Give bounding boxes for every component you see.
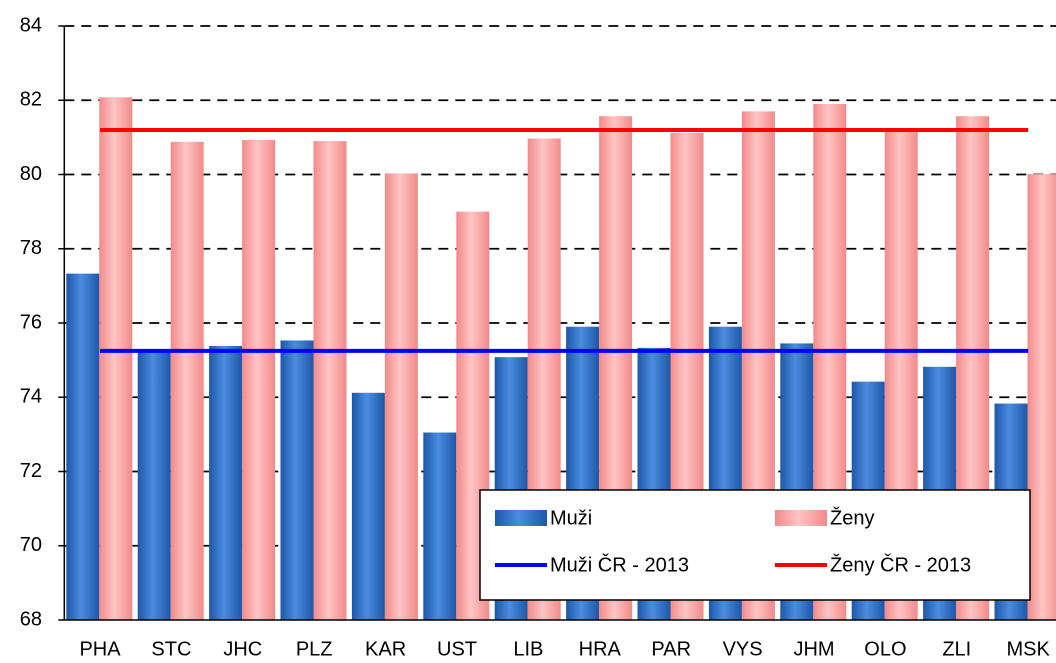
axes: 68 70 72 74 76 78 80 82 84 PHA STC JHC PLZ KAR UST LIB H… bbox=[20, 14, 1056, 660]
y-tick-label: 82 bbox=[20, 89, 42, 111]
x-tick-label: KAR bbox=[365, 638, 406, 660]
y-tick-label: 68 bbox=[20, 608, 42, 630]
x-tick-label: PAR bbox=[651, 638, 691, 660]
x-tick-label: JHC bbox=[223, 638, 262, 660]
y-tick-label: 80 bbox=[20, 163, 42, 185]
y-tick-label: 76 bbox=[20, 311, 42, 333]
y-tick-label: 72 bbox=[20, 460, 42, 482]
x-tick-label: OLO bbox=[864, 638, 906, 660]
y-tick-label: 70 bbox=[20, 534, 42, 556]
bar bbox=[423, 432, 457, 620]
legend-swatch bbox=[775, 510, 827, 526]
bar bbox=[66, 273, 100, 620]
bar bbox=[137, 350, 171, 620]
bar bbox=[313, 141, 347, 620]
x-tick-label: STC bbox=[151, 638, 191, 660]
bar bbox=[170, 141, 204, 620]
x-tick-label: LIB bbox=[513, 638, 543, 660]
bar bbox=[351, 392, 385, 620]
x-tick-label: UST bbox=[437, 638, 477, 660]
y-tick-label: 78 bbox=[20, 237, 42, 259]
x-tick-label: MSK bbox=[1007, 638, 1051, 660]
bar bbox=[384, 173, 418, 621]
y-tick-label: 74 bbox=[20, 386, 42, 408]
bar bbox=[1027, 174, 1056, 620]
legend-label: Muži bbox=[550, 507, 592, 529]
x-tick-label: PLZ bbox=[296, 638, 333, 660]
x-tick-label: ZLI bbox=[942, 638, 971, 660]
x-tick-label: PHA bbox=[79, 638, 121, 660]
bar bbox=[280, 340, 314, 620]
legend-label: Ženy bbox=[830, 506, 874, 529]
x-tick-label: JHM bbox=[793, 638, 834, 660]
bar bbox=[99, 97, 133, 620]
x-tick-label: HRA bbox=[579, 638, 622, 660]
bar bbox=[242, 139, 276, 620]
bar bbox=[209, 346, 243, 620]
reference-lines bbox=[100, 127, 1029, 353]
y-tick-label: 84 bbox=[20, 14, 42, 36]
x-tick-label: VYS bbox=[723, 638, 763, 660]
legend-label: Muži ČR - 2013 bbox=[550, 553, 689, 576]
legend-swatch bbox=[495, 510, 547, 526]
legend: Muži Ženy Muži ČR - 2013 Ženy ČR - 2013 bbox=[479, 489, 1031, 601]
legend-box bbox=[479, 489, 1031, 601]
legend-label: Ženy ČR - 2013 bbox=[830, 553, 971, 576]
